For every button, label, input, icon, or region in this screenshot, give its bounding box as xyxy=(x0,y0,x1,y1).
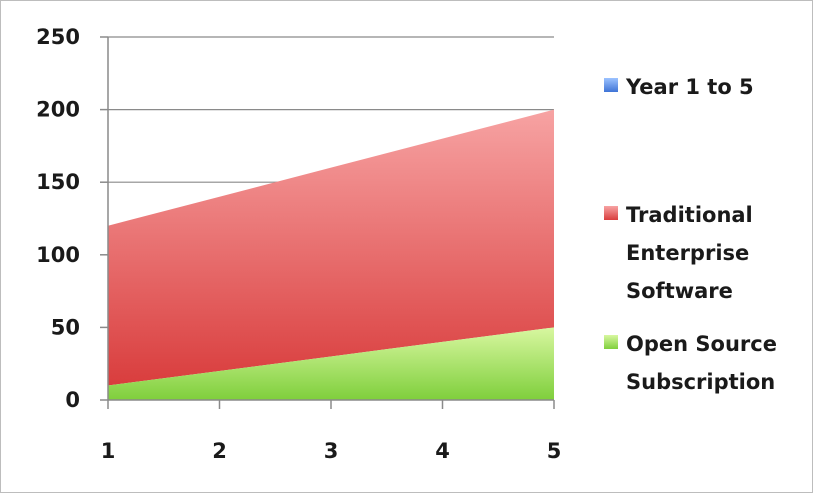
legend-label: Open Source xyxy=(626,332,777,356)
legend-entry: Year 1 to 5 xyxy=(604,75,754,99)
x-tick-label: 4 xyxy=(435,439,450,463)
y-tick-label: 0 xyxy=(65,388,80,412)
legend-label: Enterprise xyxy=(626,241,749,265)
y-tick-label: 50 xyxy=(51,315,80,339)
y-tick-label: 250 xyxy=(36,25,80,49)
y-tick-label: 200 xyxy=(36,98,80,122)
x-tick-label: 2 xyxy=(212,439,227,463)
legend-swatch xyxy=(604,335,618,349)
y-tick-label: 150 xyxy=(36,170,80,194)
y-tick-label: 100 xyxy=(36,243,80,267)
legend-label: Subscription xyxy=(626,370,775,394)
x-tick-label: 3 xyxy=(324,439,339,463)
legend-label: Software xyxy=(626,279,733,303)
area-open-source-subscription xyxy=(108,327,554,400)
legend-swatch xyxy=(604,206,618,220)
legend-entry: Open Source Subscription xyxy=(604,332,777,394)
legend-label: Traditional xyxy=(626,203,753,227)
area-traditional-enterprise-software xyxy=(108,109,554,386)
legend-swatch xyxy=(604,78,618,92)
legend-entry: Traditional Enterprise Software xyxy=(604,203,753,303)
x-tick-label: 5 xyxy=(547,439,562,463)
legend-label: Year 1 to 5 xyxy=(625,75,754,99)
x-tick-label: 1 xyxy=(101,439,116,463)
